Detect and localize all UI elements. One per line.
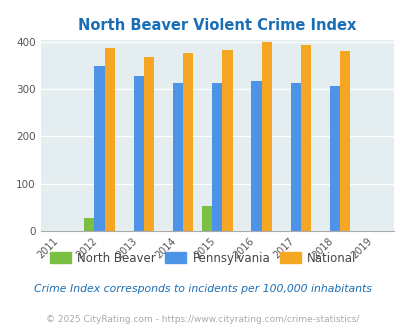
Bar: [104, 48, 115, 231]
Bar: [143, 57, 153, 231]
Bar: [94, 66, 104, 231]
Bar: [201, 207, 211, 231]
Bar: [290, 82, 300, 231]
Bar: [84, 218, 94, 231]
Bar: [329, 86, 339, 231]
Bar: [173, 83, 183, 231]
Legend: North Beaver, Pennsylvania, National: North Beaver, Pennsylvania, National: [45, 247, 360, 269]
Text: © 2025 CityRating.com - https://www.cityrating.com/crime-statistics/: © 2025 CityRating.com - https://www.city…: [46, 315, 359, 324]
Bar: [300, 45, 310, 231]
Bar: [251, 81, 261, 231]
Title: North Beaver Violent Crime Index: North Beaver Violent Crime Index: [78, 18, 356, 33]
Bar: [133, 76, 143, 231]
Text: Crime Index corresponds to incidents per 100,000 inhabitants: Crime Index corresponds to incidents per…: [34, 284, 371, 294]
Bar: [183, 53, 193, 231]
Bar: [222, 50, 232, 231]
Bar: [261, 43, 271, 231]
Bar: [339, 51, 350, 231]
Bar: [211, 82, 222, 231]
